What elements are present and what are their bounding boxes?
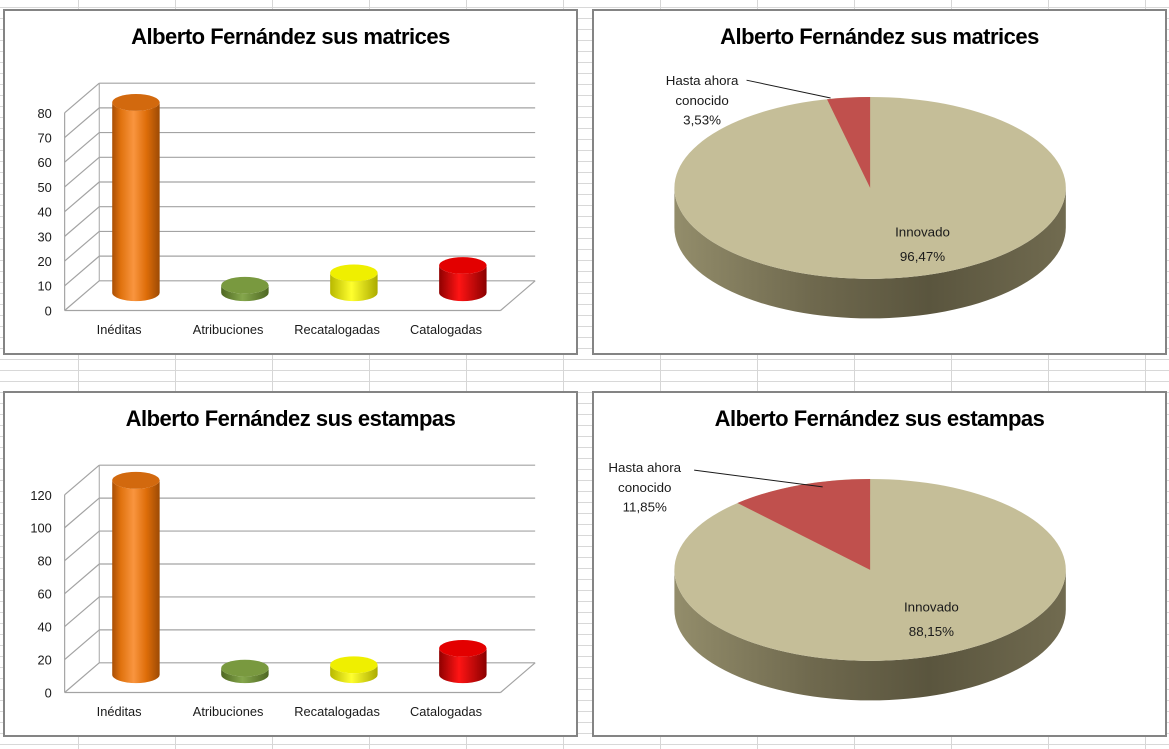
- bar-cylinder: [330, 656, 378, 684]
- bar-cylinder-top: [330, 656, 378, 674]
- y-axis-tick-label: 60: [38, 587, 52, 602]
- gridline-slant: [64, 132, 100, 163]
- bar-cylinder-side: [330, 272, 378, 302]
- pie-inside-label: Innovado: [904, 599, 959, 614]
- y-axis-tick-label: 60: [38, 155, 52, 170]
- gridline-slant: [64, 206, 100, 237]
- pie-inside-label: 88,15%: [909, 624, 954, 639]
- bar-cylinder: [221, 276, 269, 302]
- bar-cylinder-top: [439, 639, 487, 657]
- bar-cylinder-side: [439, 648, 487, 684]
- x-axis-category-label: Inéditas: [97, 322, 142, 337]
- x-axis-category-label: Recatalogadas: [294, 704, 380, 719]
- x-axis-category-label: Inéditas: [97, 704, 142, 719]
- bar-cylinder-top: [221, 659, 269, 677]
- y-axis-tick-label: 80: [38, 106, 52, 121]
- bar-cylinder: [439, 257, 487, 302]
- bar-cylinder-top: [221, 276, 269, 294]
- bar-cylinder-side: [112, 480, 160, 684]
- y-axis-tick-label: 30: [38, 229, 52, 244]
- chart-panel-pie-estampas[interactable]: Hasta ahora conocido 11,85% Innovado 88,15% …: [592, 391, 1167, 737]
- pie-inside-label: Innovado: [895, 224, 950, 239]
- gridline-slant: [64, 255, 100, 287]
- chart-panel-pie-matrices[interactable]: Hasta ahora conocido 3,53% Innovado 96,47% A…: [592, 9, 1167, 355]
- pie-inside-label: 96,47%: [900, 249, 945, 264]
- x-axis-category-label: Catalogadas: [410, 322, 482, 337]
- pie-outside-label: 11,85%: [623, 500, 667, 515]
- pie-side-wall: [674, 187, 1066, 319]
- bar-chart-canvas-matrices: 0 10 20 30 40 50 60 70 80 Inéditas Atribuciones Rec…: [38, 82, 536, 337]
- gridline-slant: [64, 280, 100, 311]
- chart-title: Alberto Fernández sus matrices: [131, 24, 450, 49]
- y-axis-tick-label: 100: [30, 521, 51, 536]
- chart-panel-bar-estampas[interactable]: 0 20 40 60 80 100 120 Inéditas Atribuciones Recat…: [3, 391, 578, 737]
- bar-cylinder-side: [439, 265, 487, 302]
- bar-cylinder-side: [221, 668, 269, 684]
- floor-right-edge: [500, 280, 536, 311]
- y-axis-tick-label: 120: [30, 488, 51, 503]
- pie-label-leader-line: [694, 469, 823, 488]
- pie-outside-label: conocido: [618, 480, 671, 495]
- bar-cylinder-top: [112, 471, 160, 489]
- pie-side-wall: [674, 569, 1066, 701]
- pie-label-leader-line: [746, 79, 831, 99]
- pie-outside-label: conocido: [675, 93, 728, 108]
- x-axis-category-label: Recatalogadas: [294, 322, 380, 337]
- x-axis-category-label: Atribuciones: [193, 322, 264, 337]
- bar-cylinder: [221, 659, 269, 684]
- pie-chart-canvas-estampas: Hasta ahora conocido 11,85% Innovado 88,15%: [608, 460, 1066, 701]
- bar-cylinder-side: [221, 285, 269, 302]
- bar-cylinder: [330, 264, 378, 302]
- y-axis-tick-label: 20: [38, 652, 52, 667]
- pie-slice-conocido: [827, 96, 871, 188]
- bar-cylinder-top: [112, 94, 160, 111]
- pie-slice-conocido: [737, 478, 871, 570]
- y-axis-tick-label: 40: [38, 205, 52, 220]
- floor-right-edge: [500, 662, 536, 693]
- chart-title: Alberto Fernández sus matrices: [720, 24, 1039, 49]
- gridline-slant: [64, 107, 100, 138]
- pie-slice-innovado: [674, 96, 1066, 279]
- gridline-slant: [64, 530, 100, 562]
- x-axis-category-label: Atribuciones: [193, 704, 264, 719]
- bar-cylinder-side: [112, 102, 160, 302]
- gridline-slant: [64, 464, 100, 496]
- bar-cylinder-top: [439, 257, 487, 274]
- y-axis-tick-label: 0: [45, 303, 52, 318]
- bar-cylinder: [112, 94, 160, 302]
- pie-outside-label: Hasta ahora: [608, 460, 681, 475]
- gridline-slant: [64, 82, 100, 114]
- gridline-slant: [64, 629, 100, 660]
- pie-outside-label: 3,53%: [683, 113, 721, 128]
- y-axis-tick-label: 50: [38, 180, 52, 195]
- x-axis-category-label: Catalogadas: [410, 704, 482, 719]
- y-axis-tick-label: 0: [45, 685, 52, 700]
- gridline-slant: [64, 230, 100, 262]
- gridline-slant: [64, 596, 100, 628]
- pie-outside-label: Hasta ahora: [666, 73, 739, 88]
- pie-chart-canvas-matrices: Hasta ahora conocido 3,53% Innovado 96,47%: [666, 73, 1066, 319]
- y-axis-tick-label: 70: [38, 130, 52, 145]
- bar-cylinder-top: [330, 264, 378, 282]
- y-axis-tick-label: 80: [38, 554, 52, 569]
- y-axis-tick-label: 20: [38, 254, 52, 269]
- gridline-slant: [64, 662, 100, 693]
- gridline-slant: [64, 181, 100, 213]
- gridline-slant: [64, 563, 100, 595]
- pie-slice-innovado: [674, 478, 1066, 661]
- gridline-slant: [64, 156, 100, 188]
- gridline-slant: [64, 497, 100, 529]
- y-axis-tick-label: 10: [38, 279, 52, 294]
- bar-cylinder: [439, 639, 487, 684]
- bar-cylinder-side: [330, 664, 378, 684]
- bar-cylinder: [112, 471, 160, 684]
- chart-panel-bar-matrices[interactable]: 0 10 20 30 40 50 60 70 80 Inéditas Atribuciones Rec…: [3, 9, 578, 355]
- chart-title: Alberto Fernández sus estampas: [125, 406, 456, 431]
- y-axis-tick-label: 40: [38, 620, 52, 635]
- bar-chart-canvas-estampas: 0 20 40 60 80 100 120 Inéditas Atribuciones Recat…: [30, 464, 536, 719]
- chart-title: Alberto Fernández sus estampas: [714, 406, 1045, 431]
